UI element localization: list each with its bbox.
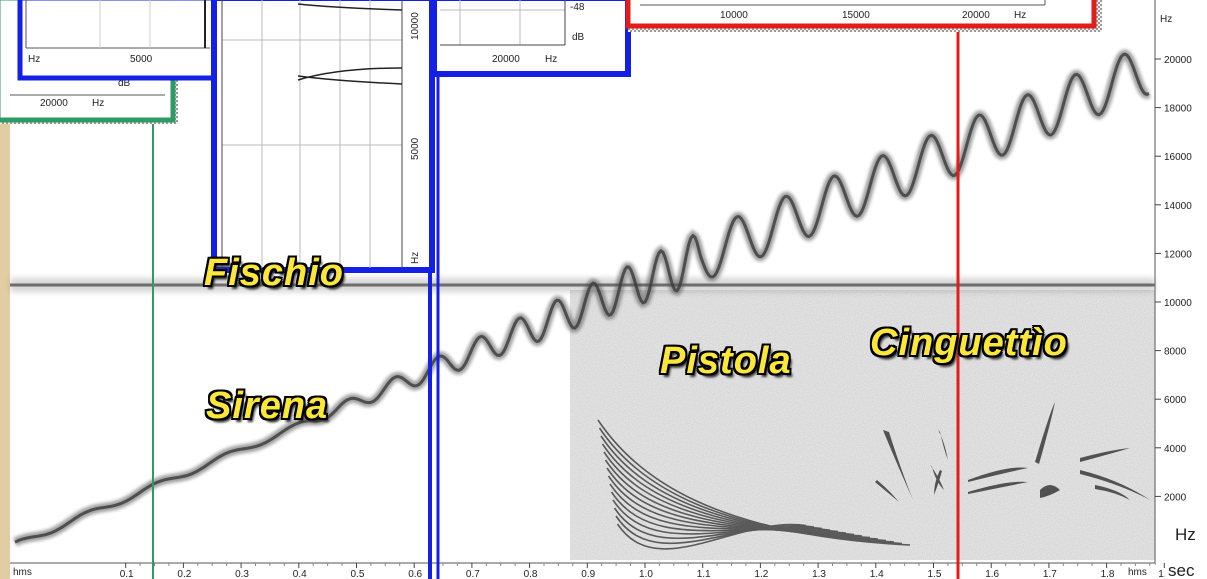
blue-tall-unit: Hz [410,252,421,264]
time-tick-label: 0.2 [177,569,191,579]
red-tick-20000: 20000 [962,10,990,21]
time-unit-right: hms [1128,567,1147,578]
time-tick-label: 0.6 [408,569,422,579]
time-tick-label: 0.5 [351,569,365,579]
freq-tick-label: 20000 [1164,55,1192,66]
blue-right-tick-20000: 20000 [492,54,520,65]
freq-tick-label: 10000 [1164,298,1192,309]
panel-blue-left[interactable]: Hz 5000 [17,0,223,81]
blue-tall-tick-10000: 10000 [410,12,421,40]
time-axis: hms hms 0.1 0.2 0.3 0.4 0.5 0.6 0.7 0.8 0.9 1.0 1.1 1… [10,562,1194,579]
time-tick-label: 1.4 [870,569,884,579]
panel-red[interactable]: 10000 15000 20000 Hz [625,0,1102,32]
pistola-curve [610,491,839,533]
time-tick-label: 0.9 [581,569,595,579]
time-tick-label: 1.0 [639,569,653,579]
panel-blue-tall[interactable]: 10000 5000 Hz [211,0,435,273]
label-pistola: Pistola [660,340,792,382]
corner-sec-label: sec [1168,561,1195,579]
time-tick-label: 1.2 [754,569,768,579]
blue-left-tick-5000: 5000 [130,54,153,65]
freq-unit: Hz [1160,14,1172,25]
red-tick-15000: 15000 [842,10,870,21]
sirena-trace-core [14,52,1150,544]
time-unit-left: hms [13,567,32,578]
left-border [0,0,10,579]
freq-tick-label: 18000 [1164,104,1192,115]
corner-hz-label: Hz [1175,525,1196,544]
blue-right-db-unit: dB [572,32,585,43]
svg-text:dB: dB [118,78,131,89]
pistola-curves [597,419,911,550]
red-tick-10000: 10000 [720,10,748,21]
time-tick-label: 1.1 [697,569,711,579]
fischio-band [10,278,1155,292]
freq-axis: Hz 2000 4000 6000 8000 10000 12000 14000 16000 18… [1155,14,1192,503]
time-tick-label: 1.3 [812,569,826,579]
time-tick-label: 1.6 [985,569,999,579]
freq-axis-panel [1155,0,1207,579]
pistola-curve [616,523,807,550]
freq-tick-label: 8000 [1164,347,1187,358]
freq-tick-label: 14000 [1164,201,1192,212]
blue-right-tick-db: -48 [570,2,585,13]
time-tick-label: 0.1 [120,569,134,579]
pistola-curve [615,515,815,545]
pistola-curve [609,483,847,534]
pistola-curve [613,507,823,540]
pistola-curve [612,499,831,535]
time-tick-label: 0.8 [524,569,538,579]
cinguettio-chirps [875,402,1150,502]
time-tick-label: 1.7 [1043,569,1057,579]
freq-tick-label: 4000 [1164,444,1187,455]
panel-blue-right[interactable]: -48 dB 20000 Hz [431,0,631,77]
label-fischio: Fischio [204,252,345,294]
time-tick-label: 0.7 [466,569,480,579]
time-tick-label: 0.4 [293,569,307,579]
freq-tick-label: 16000 [1164,152,1192,163]
blue-right-unit: Hz [545,54,557,65]
time-tick-label: 0.3 [235,569,249,579]
time-tick-label: 1.8 [1101,569,1115,579]
freq-tick-label: 6000 [1164,395,1187,406]
freq-tick-label: 12000 [1164,249,1192,260]
green-tick-20000: 20000 [40,98,68,109]
time-tick-label: 1.5 [928,569,942,579]
red-unit: Hz [1014,10,1026,21]
green-unit: Hz [92,98,104,109]
freq-tick-label: 2000 [1164,492,1187,503]
blue-left-unit: Hz [28,54,40,65]
blue-tall-tick-5000: 5000 [410,137,421,160]
label-sirena: Sirena [206,385,329,427]
label-cinguettio: Cinguettìo [870,322,1068,364]
